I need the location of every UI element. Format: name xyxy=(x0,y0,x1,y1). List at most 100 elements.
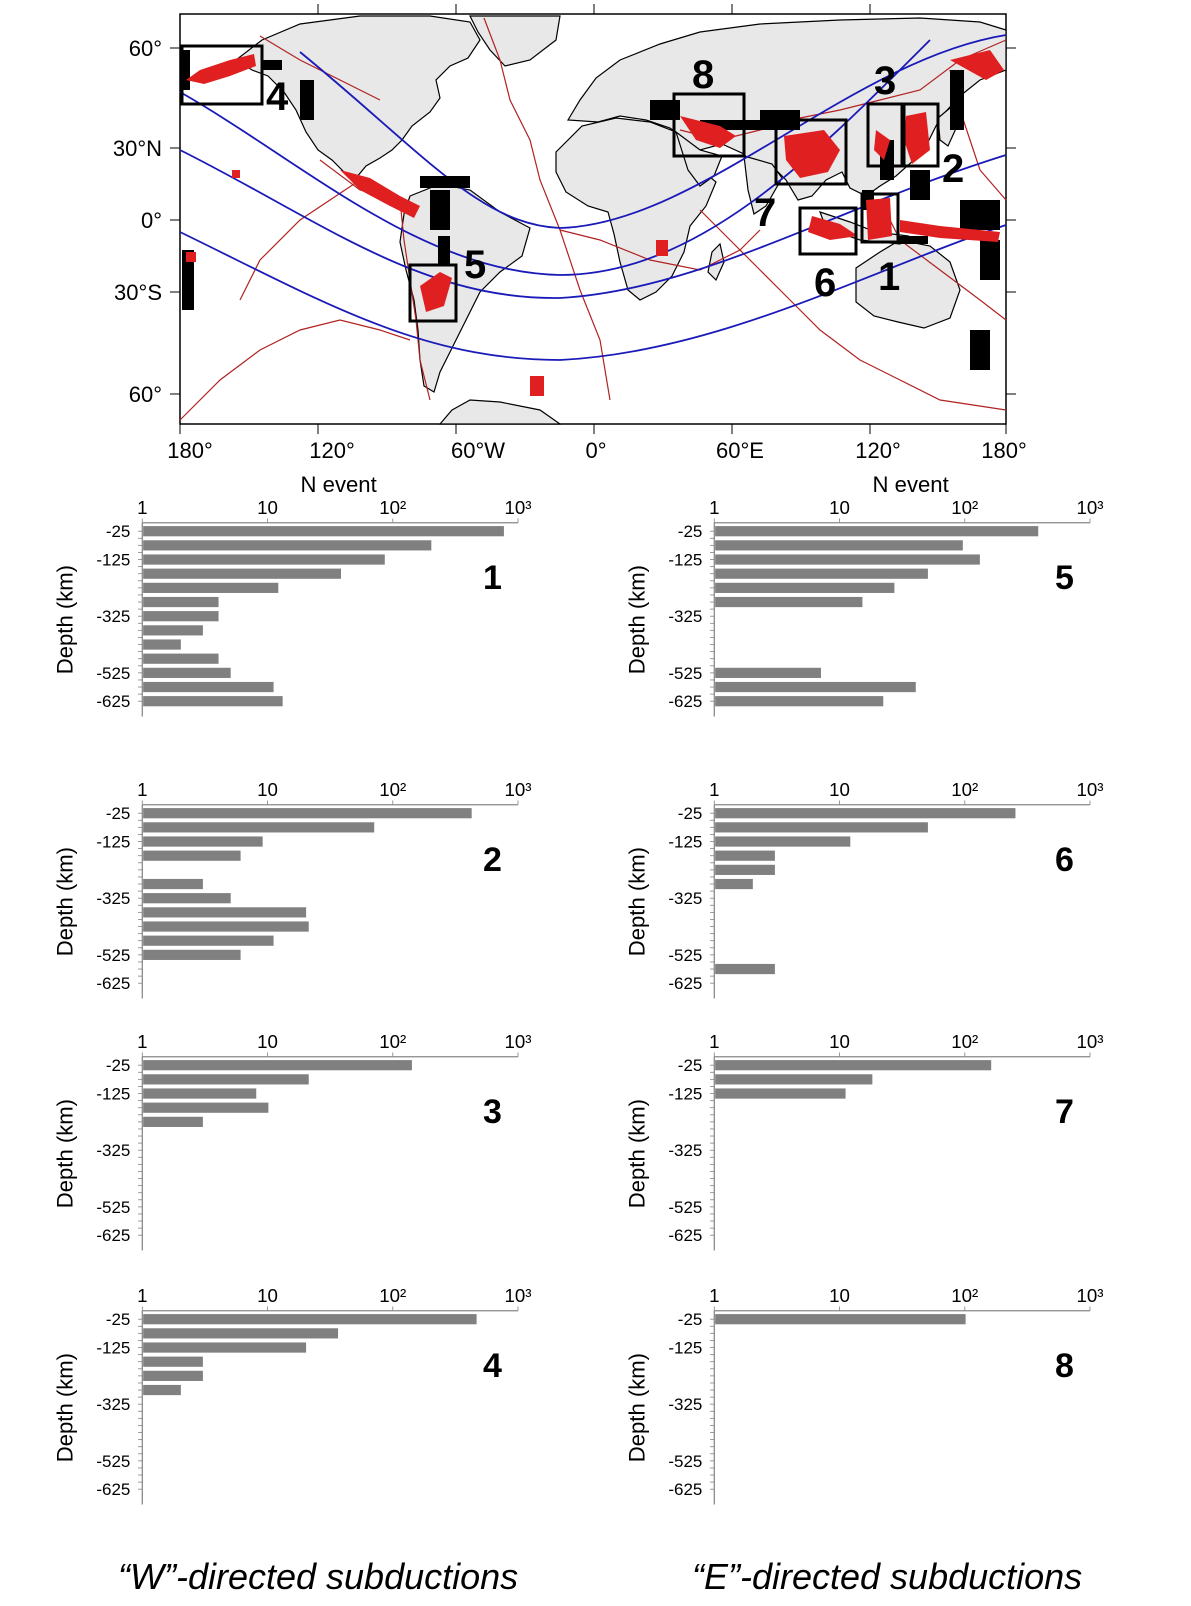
y-tick-label: -125 xyxy=(96,1338,130,1357)
depth-bar xyxy=(715,808,1016,819)
depth-bar xyxy=(143,540,432,551)
depth-bar xyxy=(143,611,219,622)
y-tick-label: -125 xyxy=(96,550,130,569)
y-axis-label: Depth (km) xyxy=(625,565,650,674)
region-label-4: 4 xyxy=(266,75,289,119)
depth-bar xyxy=(143,582,279,593)
x-axis-label: N event xyxy=(873,472,949,497)
depth-bar xyxy=(143,1384,181,1396)
y-axis-label: Depth (km) xyxy=(53,1353,78,1462)
region-label-3: 3 xyxy=(874,59,896,103)
depth-bar xyxy=(715,850,775,861)
depth-bar xyxy=(715,554,980,565)
depth-bar xyxy=(143,1102,269,1113)
depth-bar xyxy=(143,625,203,636)
x-tick-label: 10² xyxy=(379,779,406,800)
x-tick-label: 1 xyxy=(709,1285,719,1306)
region-number-label: 2 xyxy=(483,841,502,879)
x-tick-label: 10² xyxy=(379,1031,406,1052)
depth-bar xyxy=(143,526,504,537)
y-tick-label: -325 xyxy=(96,1141,130,1160)
x-tick-label: 10 xyxy=(829,1285,850,1306)
depth-bar xyxy=(715,1060,992,1071)
lon-axis: 180° 120° 60°W 0° 60°E 120° 180° xyxy=(167,4,1027,463)
x-tick-label: 10² xyxy=(379,1285,406,1306)
region-number-label: 5 xyxy=(1055,559,1074,597)
greenland xyxy=(469,15,561,67)
depth-bar xyxy=(143,893,231,904)
x-tick-label: 10 xyxy=(829,779,850,800)
w-directed-title: “W”-directed subductions xyxy=(118,1556,519,1597)
depth-bar xyxy=(715,878,753,890)
lat-axis: 60° 30°N 0° 30°S 60° xyxy=(113,36,1016,407)
x-tick-label: 10² xyxy=(951,1031,978,1052)
depth-bar xyxy=(143,681,274,693)
depth-bar xyxy=(143,568,341,579)
depth-bar xyxy=(715,963,775,975)
africa xyxy=(555,117,717,301)
depth-bar xyxy=(143,1356,203,1367)
x-tick-label: 10³ xyxy=(1076,1285,1103,1306)
x-tick-label: 10² xyxy=(951,497,978,518)
region-number-label: 7 xyxy=(1055,1093,1074,1131)
y-tick-label: -325 xyxy=(668,1141,702,1160)
y-tick-label: -525 xyxy=(668,1198,702,1217)
lat-tick-label: 60° xyxy=(129,36,162,61)
y-tick-label: -25 xyxy=(678,804,703,823)
region-box-7 xyxy=(774,118,848,186)
depth-histogram-3: 1 10 10² 10³ -25 -125 -325 -525 -625 Depth (km) 3 xyxy=(53,1031,532,1251)
depth-bar xyxy=(143,596,219,608)
e-directed-title: “E”-directed subductions xyxy=(692,1556,1083,1597)
depth-bar xyxy=(143,878,203,890)
y-tick-label: -325 xyxy=(668,1395,702,1414)
x-tick-label: 10³ xyxy=(504,1285,531,1306)
india xyxy=(743,155,783,215)
region-box-1 xyxy=(860,192,900,244)
region-number-label: 8 xyxy=(1055,1347,1074,1385)
lat-tick-label: 0° xyxy=(141,208,162,233)
x-tick-label: 1 xyxy=(709,779,719,800)
lon-tick-label: 0° xyxy=(585,438,606,463)
y-axis-label: Depth (km) xyxy=(625,847,650,956)
depth-bar xyxy=(143,935,274,946)
x-tick-label: 10 xyxy=(829,497,850,518)
y-tick-label: -25 xyxy=(106,804,131,823)
depth-histogram-8: 1 10 10² 10³ -25 -125 -325 -525 -625 Depth (km) 8 xyxy=(625,1285,1104,1505)
y-tick-label: -125 xyxy=(668,1338,702,1357)
x-tick-label: 10³ xyxy=(504,1031,531,1052)
depth-bar xyxy=(143,850,241,861)
tidal-lines xyxy=(179,34,1007,361)
depth-bar xyxy=(715,667,821,678)
lat-tick-label: 30°S xyxy=(114,280,162,305)
depth-bar xyxy=(143,653,219,664)
region-number-label: 6 xyxy=(1055,841,1074,879)
y-tick-label: -125 xyxy=(96,1084,130,1103)
region-box-2 xyxy=(902,102,940,168)
x-tick-label: 10 xyxy=(257,1285,278,1306)
depth-bar xyxy=(715,526,1039,537)
depth-bar xyxy=(143,639,181,650)
region-box-4 xyxy=(180,44,264,106)
lon-tick-label: 60°W xyxy=(451,438,505,463)
depth-bar xyxy=(715,681,916,693)
lat-tick-label: 30°N xyxy=(113,136,162,161)
y-tick-label: -525 xyxy=(668,946,702,965)
region-label-1: 1 xyxy=(878,255,900,299)
y-tick-label: -625 xyxy=(668,692,702,711)
y-tick-label: -625 xyxy=(96,1480,130,1499)
x-tick-label: 1 xyxy=(137,1031,147,1052)
depth-histogram-5: 1 10 10² 10³ -25 -125 -325 -525 -625 Depth (km) N … xyxy=(625,472,1104,717)
depth-bar xyxy=(715,1074,873,1085)
x-tick-label: 1 xyxy=(137,779,147,800)
y-tick-label: -25 xyxy=(106,522,131,541)
depth-bar xyxy=(715,1088,846,1099)
lon-tick-label: 60°E xyxy=(716,438,764,463)
x-tick-label: 10² xyxy=(951,1285,978,1306)
x-tick-label: 1 xyxy=(709,1031,719,1052)
antarctic-peninsula xyxy=(438,399,562,425)
depth-bar xyxy=(143,836,263,847)
depth-bar xyxy=(143,696,283,707)
region-label-8: 8 xyxy=(692,53,714,97)
x-tick-label: 10³ xyxy=(504,779,531,800)
depth-bar xyxy=(143,1116,203,1127)
